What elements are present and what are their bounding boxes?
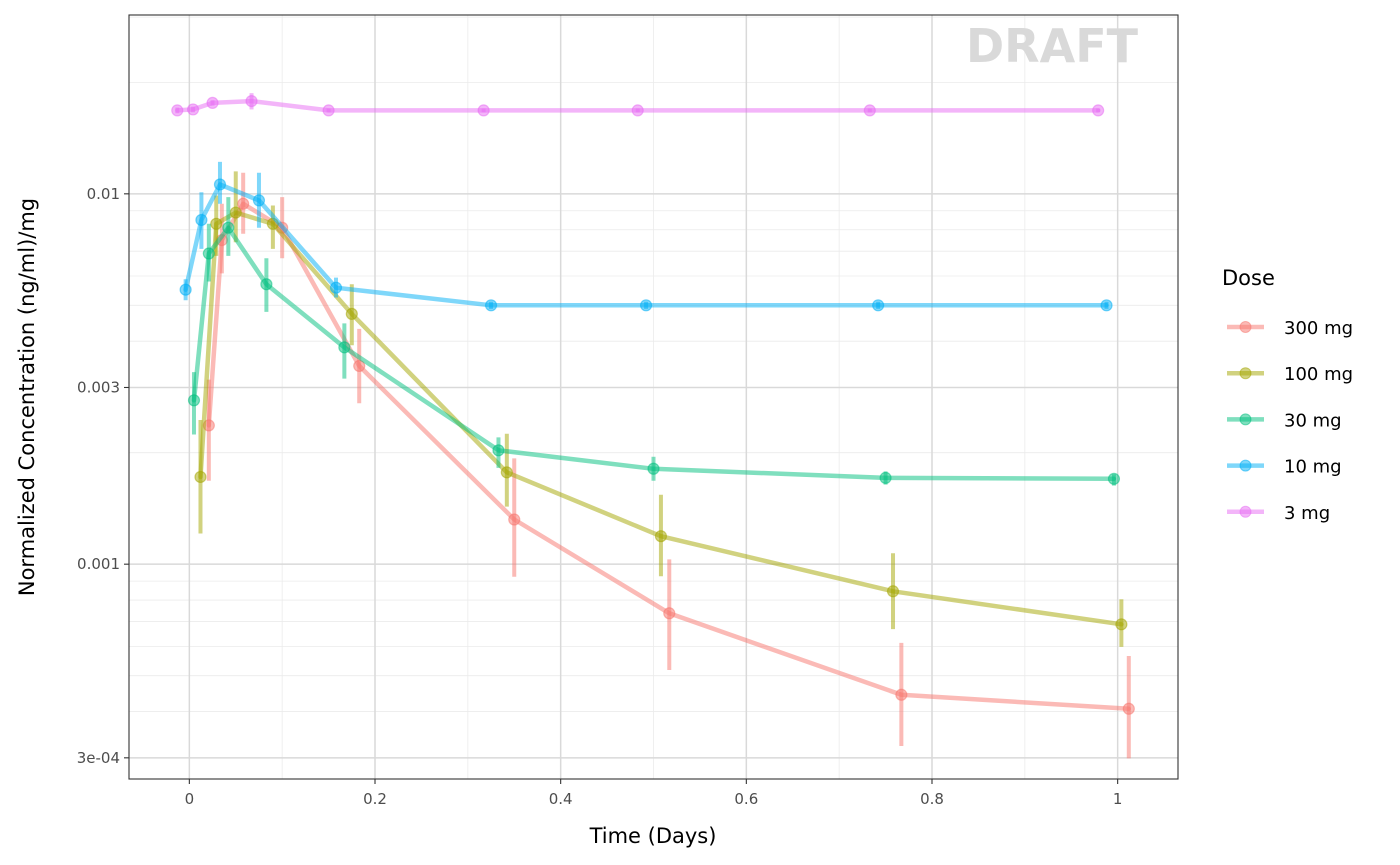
x-axis-title: Time (Days) (589, 824, 717, 848)
data-point (1115, 618, 1128, 631)
data-point (1107, 472, 1121, 485)
data-point (171, 104, 184, 117)
x-tick-label: 0 (185, 790, 195, 808)
series-group (187, 197, 1121, 486)
data-point (508, 513, 521, 526)
data-point (1092, 104, 1105, 117)
data-point (194, 470, 207, 484)
data-point (631, 104, 644, 117)
data-point (202, 247, 215, 260)
x-tick-label: 0.4 (549, 790, 573, 808)
legend-label: 100 mg (1284, 364, 1353, 385)
data-point (654, 530, 668, 543)
legend-key-point (1239, 505, 1252, 518)
legend-label: 30 mg (1284, 410, 1342, 431)
data-point (879, 471, 892, 484)
legend-key (1227, 505, 1264, 518)
legend-key (1227, 459, 1264, 472)
axes: 0 0.2 0.4 0.6 0.8 1 3e-04 0.001 0.003 0.01 (77, 185, 1123, 808)
x-tick-label: 0.8 (920, 790, 944, 808)
legend-label: 10 mg (1284, 457, 1342, 478)
data-point (322, 104, 335, 117)
data-point (329, 281, 343, 294)
x-tick-label: 0.2 (363, 790, 387, 808)
data-point (213, 178, 227, 191)
data-point (187, 394, 201, 407)
data-point (210, 217, 223, 230)
y-tick-label: 3e-04 (77, 749, 120, 767)
y-tick-label: 0.003 (77, 378, 120, 396)
data-point (260, 278, 273, 291)
data-point (872, 299, 885, 312)
data-point (663, 607, 676, 620)
data-point (1122, 702, 1135, 715)
data-point (863, 104, 876, 117)
legend-key-point (1239, 413, 1252, 426)
y-axis-title: Normalized Concentration (ng/ml)/mg (15, 198, 39, 596)
plot-border (128, 14, 1179, 780)
data-point (345, 307, 358, 321)
data-point (206, 96, 219, 110)
data-point (252, 194, 266, 207)
data-point (484, 299, 498, 312)
data-point (353, 359, 366, 373)
legend-key (1227, 367, 1264, 380)
data-point (492, 444, 505, 457)
series-layer (171, 93, 1135, 759)
data-point (222, 221, 235, 234)
watermark-text: DRAFT (966, 19, 1139, 73)
data-point (229, 206, 242, 219)
data-point (195, 213, 208, 227)
data-point (186, 103, 200, 116)
data-point (1100, 299, 1113, 312)
x-tick-label: 1 (1113, 790, 1123, 808)
y-tick-label: 0.01 (87, 185, 120, 203)
legend-title: Dose (1222, 266, 1275, 290)
data-point (886, 585, 900, 598)
data-point (500, 466, 513, 479)
legend-key (1227, 321, 1264, 333)
legend-label: 300 mg (1284, 318, 1353, 339)
data-point (179, 283, 192, 296)
series-group (171, 93, 1105, 117)
data-point (245, 94, 258, 108)
legend-label: 3 mg (1284, 503, 1330, 524)
legend: Dose 300 mg 100 mg 30 mg 10 mg 3 mg (1222, 266, 1353, 524)
data-point (895, 688, 908, 701)
legend-key-point (1239, 459, 1252, 472)
series-group (179, 161, 1113, 312)
grid-lines (129, 15, 1178, 779)
data-point (477, 104, 490, 117)
data-point (338, 341, 351, 354)
legend-key (1227, 413, 1264, 426)
data-point (647, 462, 660, 475)
legend-key-point (1239, 321, 1252, 333)
y-tick-label: 0.001 (77, 555, 120, 573)
data-point (639, 299, 653, 312)
x-tick-label: 0.6 (734, 790, 758, 808)
legend-key-point (1239, 367, 1252, 380)
